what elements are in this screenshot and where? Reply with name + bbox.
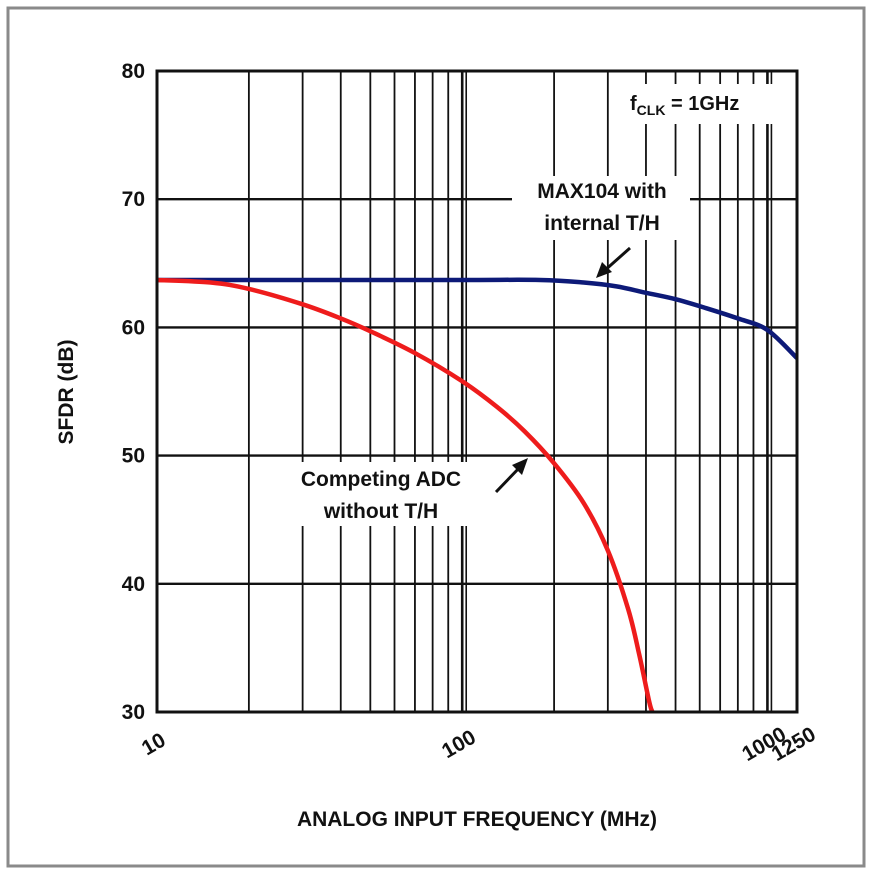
max104-label-background	[512, 176, 690, 240]
competing-annotation-line2: without T/H	[323, 500, 438, 523]
y-tick-label: 80	[122, 60, 145, 83]
fclk-f: f	[630, 93, 637, 115]
fclk-label-background	[626, 84, 789, 124]
y-axis-title: SFDR (dB)	[55, 340, 78, 445]
fclk-subscript: CLK	[637, 102, 666, 118]
max104-annotation-line2: internal T/H	[544, 212, 660, 235]
competing-annotation-line1: Competing ADC	[301, 468, 461, 491]
y-tick-label: 40	[122, 573, 145, 596]
y-tick-label: 70	[122, 188, 145, 211]
max104-arrow	[596, 246, 631, 278]
competing-arrow	[494, 458, 528, 494]
figure-border	[6, 6, 866, 868]
y-tick-label: 30	[122, 701, 145, 724]
max104-annotation-line1: MAX104 with	[537, 180, 667, 203]
series-layer	[156, 277, 799, 713]
y-tick-label: 50	[122, 445, 145, 468]
series-line-1	[156, 277, 655, 713]
fclk-value: = 1GHz	[665, 93, 739, 115]
x-axis-title: ANALOG INPUT FREQUENCY (MHz)	[297, 808, 657, 831]
y-tick-label: 60	[122, 316, 145, 339]
series-line-0	[156, 277, 799, 360]
competing-label-background	[272, 462, 490, 526]
fclk-annotation: fCLK = 1GHz	[630, 93, 739, 118]
plot-area-border	[155, 69, 799, 714]
